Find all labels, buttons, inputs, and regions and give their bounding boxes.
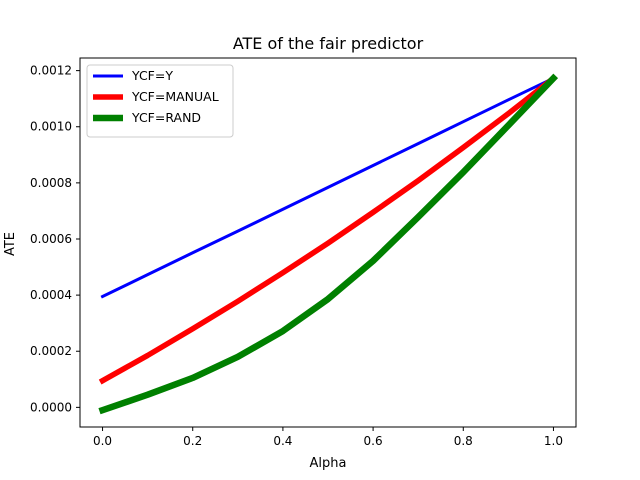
chart-title: ATE of the fair predictor [233, 34, 424, 53]
x-tick-label: 0.0 [93, 434, 112, 448]
x-axis-label: Alpha [310, 456, 347, 471]
y-tick-label: 0.0012 [30, 64, 72, 78]
y-tick-label: 0.0010 [30, 120, 72, 134]
y-axis-label: ATE [3, 232, 18, 256]
x-tick-label: 1.0 [544, 434, 563, 448]
legend-label-1: YCF=MANUAL [131, 89, 219, 104]
x-tick-label: 0.2 [183, 434, 202, 448]
y-tick-label: 0.0002 [30, 344, 72, 358]
x-tick-label: 0.8 [454, 434, 473, 448]
legend: YCF=Y YCF=MANUAL YCF=RAND [86, 64, 234, 138]
legend-label-0: YCF=Y [131, 68, 173, 83]
series-line-0 [100, 76, 556, 299]
y-tick-label: 0.0006 [30, 232, 72, 246]
plot-area: 0.0 0.2 0.4 0.6 0.8 1.0 0.0000 0.0002 0.0004 0.00… [30, 57, 577, 448]
series-line-1 [98, 74, 558, 385]
series-line-2 [98, 73, 559, 415]
y-tick-label: 0.0000 [30, 400, 72, 414]
axes-frame [79, 57, 577, 428]
legend-label-2: YCF=RAND [131, 110, 201, 125]
y-tick-label: 0.0004 [30, 288, 72, 302]
x-tick-label: 0.6 [364, 434, 383, 448]
legend-box [86, 64, 234, 138]
y-tick-label: 0.0008 [30, 176, 72, 190]
x-tick-label: 0.4 [273, 434, 292, 448]
